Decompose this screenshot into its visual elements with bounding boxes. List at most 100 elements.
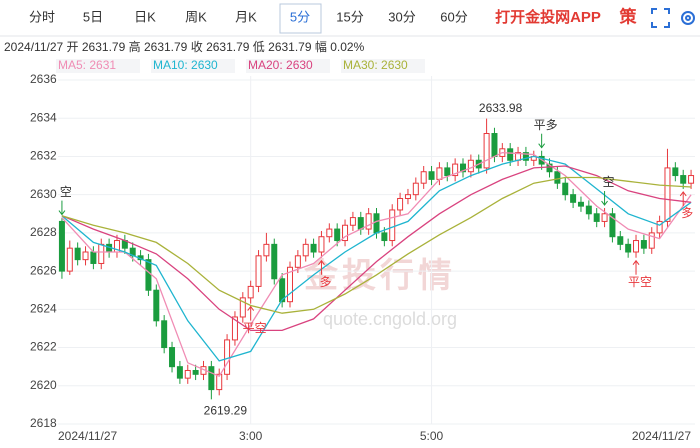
strategy-icon[interactable]: 策 xyxy=(620,6,638,26)
ma-line xyxy=(61,165,692,332)
y-tick-label: 2632 xyxy=(30,149,57,163)
candle-body xyxy=(326,228,333,238)
candle-body xyxy=(208,366,215,391)
legend-swatch xyxy=(341,59,425,73)
candle-body xyxy=(444,167,451,177)
legend-swatch xyxy=(151,59,235,73)
y-tick-label: 2630 xyxy=(30,187,57,201)
tab[interactable]: 15分 xyxy=(336,9,363,24)
x-tick-label: 2024/11/27 xyxy=(58,429,117,443)
y-tick-label: 2628 xyxy=(30,225,57,239)
signal-arrowhead xyxy=(247,305,255,311)
candle-body xyxy=(294,255,301,268)
candle-body xyxy=(286,266,293,303)
text-part: 2631.79 xyxy=(144,40,188,54)
y-tick-label: 2626 xyxy=(30,263,57,277)
signal-label: 平空 xyxy=(243,321,267,335)
candle-body xyxy=(192,369,199,375)
y-tick-label: 2618 xyxy=(30,416,57,430)
extreme-label: 2619.29 xyxy=(204,404,248,418)
y-tick-label: 2636 xyxy=(30,72,57,86)
ma-line xyxy=(61,176,692,314)
candle-body xyxy=(522,152,529,161)
candle-body xyxy=(483,133,490,169)
candle-body xyxy=(239,297,246,318)
info-line: 2024/11/27 开 2631.79 高 2631.79 收 2631.79… xyxy=(4,39,365,54)
candle-body xyxy=(310,243,317,253)
candle-body xyxy=(161,320,168,349)
legend-entry: MA20: 2630 xyxy=(248,58,313,72)
y-tick-label: 2624 xyxy=(30,302,57,316)
candle-body xyxy=(680,175,687,184)
candle-body xyxy=(66,247,73,272)
y-tick-label: 2622 xyxy=(30,340,57,354)
candle-body xyxy=(688,175,695,184)
candle-body xyxy=(231,316,238,341)
tab[interactable]: 60分 xyxy=(440,9,467,24)
text-part: 0.02% xyxy=(330,40,364,54)
text-part: 2631.79 xyxy=(82,40,126,54)
candle-body xyxy=(420,171,427,184)
tab[interactable]: 周K xyxy=(185,9,207,24)
watermark: 金投行情 xyxy=(303,256,456,295)
candle-body xyxy=(672,167,679,177)
candle-body xyxy=(82,251,89,261)
candle-body xyxy=(460,163,467,173)
x-tick-label: 2024/11/27 xyxy=(632,429,691,443)
candle-body xyxy=(397,197,404,211)
y-tick-label: 2634 xyxy=(30,110,57,124)
candle-body xyxy=(436,167,443,180)
candle-body xyxy=(617,236,624,245)
tab[interactable]: 5分 xyxy=(290,9,310,24)
candle-body xyxy=(546,163,553,173)
promo-link[interactable]: 打开金投网APP xyxy=(495,8,601,26)
tab[interactable]: 30分 xyxy=(388,9,415,24)
settings-icon[interactable] xyxy=(681,11,695,25)
x-tick-label: 5:00 xyxy=(420,429,444,443)
candle-body xyxy=(342,224,349,242)
candle-body xyxy=(98,243,105,264)
tab[interactable]: 分时 xyxy=(29,9,55,24)
candle-body xyxy=(452,163,459,177)
candle-body xyxy=(365,213,372,230)
candle-body xyxy=(302,243,309,257)
candle-body xyxy=(263,243,270,257)
signal-label: 空 xyxy=(603,175,615,189)
candle-body xyxy=(184,369,191,379)
candle-body xyxy=(554,171,561,184)
text-part: 高 xyxy=(129,39,141,54)
extreme-label: 2633.98 xyxy=(479,101,523,115)
candle-body xyxy=(271,243,278,280)
tab[interactable]: 5日 xyxy=(83,9,103,24)
signal-arrowhead xyxy=(632,259,640,266)
candle-body xyxy=(90,251,97,264)
tab-selected-box xyxy=(279,3,322,34)
text-part: 低 xyxy=(253,40,265,54)
signal-arrowhead xyxy=(679,191,687,197)
candle-body xyxy=(176,366,183,379)
candle-body xyxy=(570,194,577,203)
candle-body xyxy=(625,243,632,253)
candle-body xyxy=(153,289,160,322)
candle-body xyxy=(349,217,356,226)
signal-arrowhead xyxy=(601,200,608,206)
legend-entry: MA30: 2630 xyxy=(343,58,408,72)
candle-body xyxy=(648,232,655,249)
candle-body xyxy=(357,217,364,230)
candle-body xyxy=(389,209,396,242)
fullscreen-icon[interactable] xyxy=(651,8,670,28)
candle-body xyxy=(609,213,616,238)
legend-swatch xyxy=(246,59,330,73)
text-part: 收 xyxy=(191,40,203,54)
candle-body xyxy=(640,240,647,249)
legend-entry: MA10: 2630 xyxy=(153,58,218,72)
candle-body xyxy=(334,228,341,242)
tab[interactable]: 月K xyxy=(235,9,257,24)
signal-arrowhead xyxy=(58,210,66,216)
tab[interactable]: 日K xyxy=(134,9,156,24)
legend-entry: MA5: 2631 xyxy=(58,58,116,72)
candle-body xyxy=(467,159,474,173)
candle-body xyxy=(404,194,411,199)
x-tick-label: 3:00 xyxy=(239,429,263,443)
